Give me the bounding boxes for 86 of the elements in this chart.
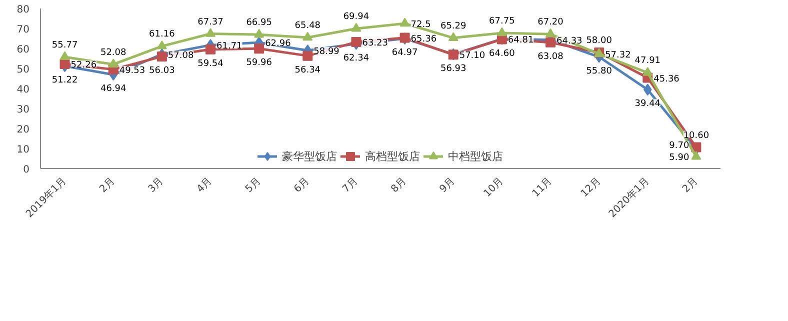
y-tick-label: 30	[16, 104, 30, 116]
point	[448, 32, 458, 42]
data-label: 58.00	[586, 36, 612, 46]
legend-label: 中档型饭店	[448, 148, 503, 164]
point	[254, 44, 264, 54]
data-label: 64.60	[489, 48, 516, 59]
y-tick-label: 0	[23, 164, 30, 176]
data-label: 47.91	[634, 56, 661, 66]
x-tick-label: 3月	[146, 176, 166, 195]
data-label: 64.81	[508, 35, 534, 46]
point	[643, 84, 652, 96]
data-label: 67.75	[489, 16, 515, 26]
x-tick-label: 12月	[579, 176, 603, 200]
data-label: 63.23	[362, 38, 388, 49]
point	[108, 58, 118, 68]
data-label: 67.20	[538, 18, 564, 28]
point	[351, 37, 362, 48]
legend-label: 高档型饭店	[365, 148, 420, 164]
data-label: 62.96	[265, 39, 292, 50]
data-label: 66.95	[246, 18, 272, 28]
data-label: 57.32	[605, 50, 631, 60]
y-tick-label: 20	[16, 124, 30, 136]
data-label: 69.94	[343, 12, 370, 22]
x-tick-label: 10月	[482, 176, 506, 200]
data-label: 56.34	[294, 65, 321, 76]
x-tick-label: 5月	[244, 176, 263, 195]
x-tick-label: 8月	[389, 176, 409, 195]
data-label: 61.16	[149, 30, 176, 40]
data-label: 56.03	[149, 66, 175, 76]
data-label: 59.54	[198, 58, 224, 69]
y-tick-label: 50	[16, 64, 30, 76]
x-tick-label: 9月	[438, 176, 458, 195]
data-label: 64.33	[556, 36, 582, 46]
data-label: 52.08	[100, 48, 127, 58]
x-tick-label: 11月	[530, 176, 554, 200]
y-tick-label: 80	[16, 4, 30, 16]
point	[691, 151, 702, 160]
y-tick-label: 10	[16, 144, 30, 156]
data-label: 57.10	[459, 50, 486, 61]
point	[206, 44, 216, 54]
y-tick-label: 70	[16, 24, 30, 36]
data-label: 55.80	[586, 66, 612, 76]
data-label: 55.77	[52, 40, 78, 50]
point	[156, 40, 167, 50]
point	[546, 37, 556, 48]
data-label: 59.96	[246, 58, 272, 68]
x-tick-label: 7月	[340, 176, 360, 195]
point	[60, 58, 70, 69]
point	[496, 27, 507, 36]
data-label: 51.22	[52, 76, 78, 86]
data-label: 65.48	[294, 21, 321, 32]
data-label: 45.36	[654, 74, 680, 84]
data-label: 65.29	[440, 21, 467, 32]
legend-label: 豪华型饭店	[282, 148, 337, 164]
x-tick-label: 6月	[292, 176, 312, 195]
data-label: 63.08	[538, 52, 564, 62]
data-label: 46.94	[100, 84, 127, 94]
point	[254, 28, 264, 38]
data-label: 9.70	[669, 141, 690, 152]
y-tick-label: 60	[16, 44, 30, 56]
point	[302, 32, 313, 41]
data-label: 57.08	[168, 50, 194, 61]
y-tick-label: 40	[16, 84, 30, 96]
data-label: 72.5	[410, 20, 431, 30]
x-tick-label: 2月	[98, 176, 118, 195]
point	[400, 18, 410, 27]
point	[642, 66, 653, 76]
point	[156, 51, 167, 62]
x-tick-label: 2月	[680, 176, 700, 195]
data-label: 67.37	[198, 17, 224, 28]
data-label: 56.93	[440, 64, 466, 74]
point	[302, 50, 313, 61]
data-label: 10.60	[683, 130, 710, 141]
data-label: 49.53	[119, 66, 146, 76]
point	[206, 28, 216, 37]
data-label: 5.90	[669, 153, 690, 164]
data-label: 64.97	[392, 48, 418, 58]
data-label: 61.71	[216, 42, 242, 52]
data-label: 65.36	[410, 34, 437, 44]
point	[351, 22, 362, 32]
data-label: 39.44	[634, 99, 661, 110]
point	[546, 28, 556, 38]
data-label: 62.34	[343, 53, 370, 64]
data-label: 58.99	[314, 47, 340, 58]
x-tick-label: 4月	[195, 176, 214, 195]
point	[60, 51, 70, 60]
